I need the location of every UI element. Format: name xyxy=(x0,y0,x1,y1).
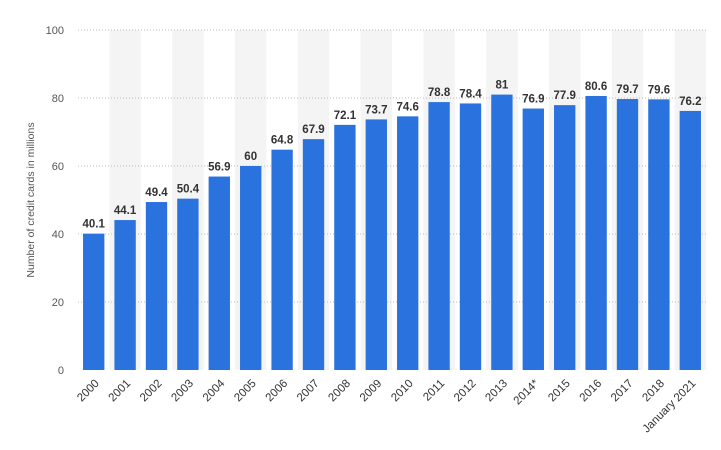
value-label: 81 xyxy=(496,80,509,92)
x-tick-label: 2017 xyxy=(609,378,636,405)
bar xyxy=(365,119,387,370)
bar xyxy=(145,202,168,370)
value-label: 73.7 xyxy=(365,104,387,116)
bar xyxy=(177,198,199,370)
value-label: 76.2 xyxy=(679,96,701,108)
value-label: 76.9 xyxy=(522,94,544,106)
value-label: 50.4 xyxy=(177,184,200,196)
bar xyxy=(491,94,513,370)
value-label: 79.6 xyxy=(648,84,670,96)
x-tick-label: 2015 xyxy=(546,378,573,405)
value-label: 44.1 xyxy=(114,205,137,217)
x-tick-label: 2011 xyxy=(421,378,447,404)
bar xyxy=(554,105,576,370)
x-tick-label: 2001 xyxy=(107,378,134,405)
value-labels: 40.1 44.1 49.4 50.4 56.9 60 64.8 67.9 72.1 73.7 74… xyxy=(83,80,702,231)
x-tick-label: 2014* xyxy=(512,377,542,407)
x-tick-label: 2008 xyxy=(326,378,353,405)
x-tick-label: 2013 xyxy=(483,378,510,405)
bar xyxy=(397,116,419,370)
value-label: 77.9 xyxy=(554,90,576,102)
bar xyxy=(240,166,262,370)
y-tick-label: 0 xyxy=(58,365,64,377)
bar xyxy=(271,149,293,370)
x-tick-label: 2009 xyxy=(358,378,385,405)
x-tick-label: 2004 xyxy=(201,377,228,404)
value-label: 78.4 xyxy=(459,88,482,100)
x-tick-label: 2018 xyxy=(640,378,667,405)
bar xyxy=(114,220,136,370)
value-label: 78.8 xyxy=(428,87,451,99)
bar xyxy=(679,110,701,371)
x-tick-label: 2012 xyxy=(452,378,479,405)
x-tick-label: 2005 xyxy=(232,378,259,405)
value-label: 56.9 xyxy=(208,162,230,174)
y-tick-label: 80 xyxy=(52,93,64,105)
bar xyxy=(648,99,670,371)
bar xyxy=(616,99,639,371)
x-tick-label: 2010 xyxy=(389,378,416,405)
bar xyxy=(334,124,356,370)
bar xyxy=(428,102,450,370)
bars xyxy=(83,94,701,371)
value-label: 64.8 xyxy=(271,135,294,147)
y-tick-label: 60 xyxy=(52,161,64,173)
y-tick-label: 40 xyxy=(52,229,64,241)
bar xyxy=(302,139,325,370)
bar xyxy=(585,95,607,371)
value-label: 72.1 xyxy=(334,110,357,122)
bar xyxy=(83,233,105,370)
value-label: 67.9 xyxy=(302,124,324,136)
value-label: 74.6 xyxy=(397,101,419,113)
x-tick-label: 2006 xyxy=(264,378,291,405)
value-label: 79.7 xyxy=(616,84,638,96)
bar xyxy=(459,103,482,370)
x-tick-label: 2007 xyxy=(295,378,322,405)
bar xyxy=(208,176,230,370)
x-tick-label: 2002 xyxy=(138,378,165,405)
y-axis-ticks: 0 20 40 60 80 100 xyxy=(46,25,64,377)
value-label: 60 xyxy=(244,151,257,163)
value-label: 80.6 xyxy=(585,81,607,93)
y-axis-title: Number of credit cards in millions xyxy=(25,122,37,277)
x-tick-label: 2016 xyxy=(578,378,605,405)
y-tick-label: 20 xyxy=(52,297,64,309)
value-label: 40.1 xyxy=(83,219,106,231)
value-label: 49.4 xyxy=(145,187,168,199)
x-tick-label: 2003 xyxy=(169,378,196,405)
x-tick-label: 2000 xyxy=(75,378,102,405)
bar xyxy=(522,108,544,370)
y-tick-label: 100 xyxy=(46,25,64,37)
x-axis-labels: 2000 2001 2002 2003 2004 2005 2006 2007 2008 2009… xyxy=(75,377,698,435)
